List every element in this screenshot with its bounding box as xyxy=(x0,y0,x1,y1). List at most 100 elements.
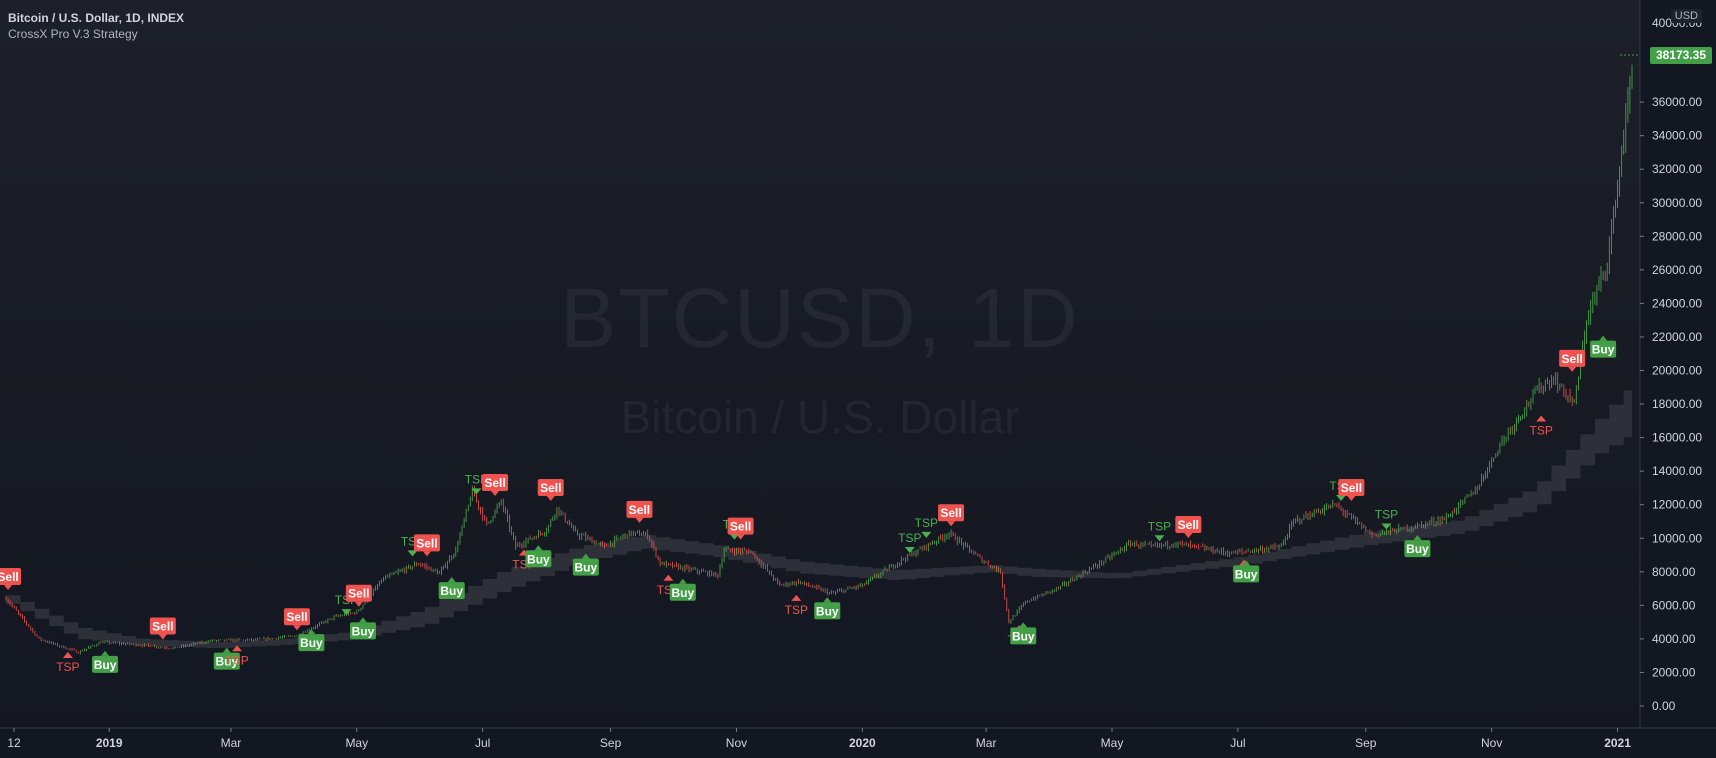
buy-signal-box xyxy=(349,622,376,640)
buy-signal-pointer xyxy=(1413,535,1422,541)
price-tick-label: 30000.00 xyxy=(1652,196,1702,210)
sell-signal-label: Sell xyxy=(286,610,307,624)
buy-signal-label: Buy xyxy=(574,561,597,575)
tsp-label: TSP xyxy=(1375,508,1398,522)
chart-legend: Bitcoin / U.S. Dollar, 1D, INDEX CrossX … xyxy=(8,10,184,42)
price-tick-label: 24000.00 xyxy=(1652,296,1702,310)
sell-signal-label: Sell xyxy=(348,587,369,601)
buy-signal-box xyxy=(1404,540,1431,558)
sell-signal-box xyxy=(413,534,440,552)
time-tick-label: Mar xyxy=(221,736,242,750)
sell-signal-pointer xyxy=(354,601,363,607)
sell-signal-label: Sell xyxy=(484,476,505,490)
tsp-label: TSP xyxy=(1530,423,1553,437)
buy-signal-label: Buy xyxy=(527,552,550,566)
currency-label[interactable]: USD xyxy=(1670,9,1702,23)
price-tick-label: 16000.00 xyxy=(1652,431,1702,445)
tsp-marker-down xyxy=(729,533,740,540)
time-tick-label: 12 xyxy=(7,736,21,750)
price-tick-label: 22000.00 xyxy=(1652,330,1702,344)
study-title[interactable]: CrossX Pro V.3 Strategy xyxy=(8,27,138,41)
sell-signal-label: Sell xyxy=(1178,518,1199,532)
tsp-marker-down xyxy=(1154,535,1165,542)
buy-signal-box xyxy=(438,582,465,600)
buy-signal-pointer xyxy=(1242,560,1251,566)
buy-signal-label: Buy xyxy=(440,584,463,598)
sell-signal-label: Sell xyxy=(1561,352,1582,366)
sell-signal-label: Sell xyxy=(152,619,173,633)
sell-signal-label: Sell xyxy=(730,520,751,534)
price-tick-label: 26000.00 xyxy=(1652,263,1702,277)
time-tick-label: 2020 xyxy=(849,736,876,750)
buy-signal-label: Buy xyxy=(1592,343,1615,357)
time-tick-label: May xyxy=(1101,736,1124,750)
buy-signal-box xyxy=(213,652,240,670)
buy-signal-label: Buy xyxy=(1406,542,1429,556)
sell-signal-box xyxy=(1559,349,1586,367)
sell-signal-box xyxy=(626,500,653,518)
buy-signal-label: Buy xyxy=(300,636,323,650)
time-tick-label: May xyxy=(345,736,368,750)
time-tick-label: Mar xyxy=(976,736,997,750)
buy-signal-pointer xyxy=(307,629,316,635)
buy-signal-pointer xyxy=(1599,335,1608,341)
time-tick-label: Nov xyxy=(1481,736,1502,750)
symbol-title[interactable]: Bitcoin / U.S. Dollar, 1D, INDEX xyxy=(8,11,185,25)
time-tick-label: Nov xyxy=(726,736,747,750)
tsp-marker-up xyxy=(791,594,802,601)
tsp-label: TSP xyxy=(56,660,79,674)
time-tick-label: Jul xyxy=(475,736,490,750)
price-tick-label: 14000.00 xyxy=(1652,464,1702,478)
sell-signal-box xyxy=(345,584,372,602)
sell-signal-box xyxy=(727,517,754,535)
price-tick-label: 20000.00 xyxy=(1652,364,1702,378)
tsp-marker-up xyxy=(663,574,674,581)
buy-signal-box xyxy=(814,602,841,620)
price-tick-label: 4000.00 xyxy=(1652,632,1696,646)
price-tick-label: 12000.00 xyxy=(1652,498,1702,512)
watermark-symbol: BTCUSD, 1D xyxy=(560,271,1080,365)
sell-signal-pointer xyxy=(736,534,745,540)
watermark-description: Bitcoin / U.S. Dollar xyxy=(620,391,1020,443)
buy-signal-pointer xyxy=(678,578,687,584)
price-tick-label: 18000.00 xyxy=(1652,397,1702,411)
price-tick-label: 28000.00 xyxy=(1652,229,1702,243)
buy-signal-label: Buy xyxy=(1012,629,1035,643)
buy-signal-box xyxy=(1590,340,1617,358)
tsp-marker-up xyxy=(1536,415,1547,422)
price-tick-label: 0.00 xyxy=(1652,699,1676,713)
candles-layer xyxy=(5,64,1633,655)
sell-signal-label: Sell xyxy=(416,536,437,550)
buy-signal-pointer xyxy=(534,545,543,551)
sell-signal-pointer xyxy=(1568,366,1577,372)
sell-signal-pointer xyxy=(1347,496,1356,502)
price-tick-label: 36000.00 xyxy=(1652,95,1702,109)
buy-signal-label: Buy xyxy=(215,655,238,669)
sell-signal-pointer xyxy=(947,521,956,527)
price-tick-label: 8000.00 xyxy=(1652,565,1696,579)
sell-signal-pointer xyxy=(546,496,555,502)
sell-signal-pointer xyxy=(158,634,167,640)
sell-signal-box xyxy=(482,474,509,492)
buy-signal-box xyxy=(669,583,696,601)
tsp-label: TSP xyxy=(915,516,938,530)
buy-signal-pointer xyxy=(823,597,832,603)
sell-signal-label: Sell xyxy=(1341,481,1362,495)
buy-signal-pointer xyxy=(447,577,456,583)
sell-signal-box xyxy=(149,617,176,635)
buy-signal-pointer xyxy=(358,617,367,623)
buy-signal-box xyxy=(298,634,325,652)
buy-signal-box xyxy=(572,558,599,576)
sell-signal-box xyxy=(537,479,564,497)
time-tick-label: 2019 xyxy=(96,736,123,750)
tsp-marker-down xyxy=(471,488,482,495)
price-tick-label: 10000.00 xyxy=(1652,531,1702,545)
time-tick-label: 2021 xyxy=(1604,736,1631,750)
buy-signal-label: Buy xyxy=(816,604,839,618)
sell-signal-label: Sell xyxy=(629,503,650,517)
buy-signal-label: Buy xyxy=(1235,567,1258,581)
buy-signal-pointer xyxy=(222,647,231,653)
sell-signal-pointer xyxy=(4,584,13,590)
